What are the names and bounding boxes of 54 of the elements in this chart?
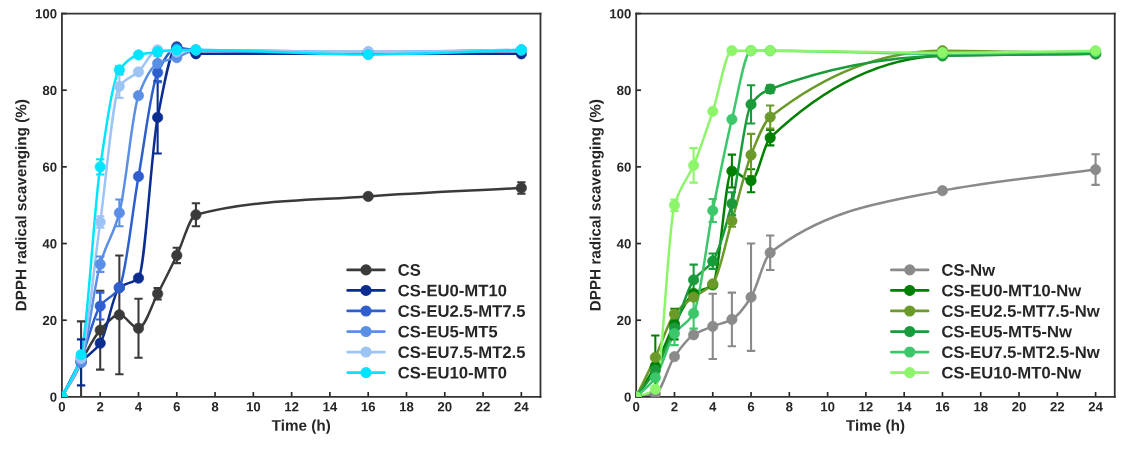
x-tick-label: 8 [786,402,793,412]
x-tick-label: 6 [173,402,180,412]
x-tick-label: 22 [476,402,490,412]
legend-label: CS [398,264,421,276]
y-tick-label: 100 [610,9,631,19]
x-tick-label: 0 [633,402,640,412]
x-tick-label: 22 [1050,402,1065,412]
legend-label: CS-EU2.5-MT7.5-Nw [942,305,1100,317]
legend-label: CS-Nw [942,264,996,276]
legend-label: CS-EU7.5-MT2.5 [398,346,526,359]
x-tick-label: 0 [58,402,66,412]
legend-label: CS-EU10-MT0 [398,366,507,379]
legend-label: CS-EU0-MT10 [398,284,507,297]
y-tick-label: 0 [50,392,57,402]
y-tick-label: 40 [42,239,57,249]
x-axis-title: Time (h) [846,419,905,434]
x-tick-label: 10 [821,402,835,412]
x-tick-label: 2 [97,402,104,412]
x-tick-label: 14 [323,402,338,412]
y-axis-title: DPPH radical scavenging (%) [589,99,604,311]
legend-label: CS-EU2.5-MT7.5 [398,305,526,317]
x-tick-label: 12 [859,402,873,412]
x-tick-label: 24 [1088,402,1103,412]
x-tick-label: 4 [135,402,143,412]
y-tick-label: 60 [42,162,57,172]
y-tick-label: 80 [42,85,57,96]
x-tick-label: 16 [361,402,376,412]
legend-label: CS-EU10-MT0-Nw [942,366,1082,379]
legend-label: CS-EU7.5-MT2.5-Nw [942,346,1100,359]
y-tick-label: 80 [617,85,631,96]
x-axis-title: Time (h) [271,419,331,434]
x-tick-label: 10 [246,402,261,412]
legend-label: CS-EU0-MT10-Nw [942,284,1082,297]
x-tick-label: 24 [514,402,529,412]
x-tick-label: 16 [935,402,950,412]
x-tick-label: 8 [211,402,219,412]
x-tick-label: 4 [709,402,717,412]
x-tick-label: 12 [285,402,299,412]
x-tick-label: 2 [671,402,678,412]
x-tick-label: 18 [974,402,988,412]
y-tick-label: 0 [624,392,631,402]
x-tick-label: 18 [399,402,414,412]
y-tick-label: 40 [616,239,631,249]
x-tick-label: 14 [897,402,912,412]
legend-label: CS-EU5-MT5 [398,325,498,338]
x-tick-label: 20 [1012,402,1026,412]
y-tick-label: 20 [42,315,57,326]
y-tick-label: 20 [617,315,631,326]
y-axis-title: DPPH radical scavenging (%) [15,99,30,311]
x-tick-label: 20 [437,402,452,412]
y-tick-label: 60 [617,162,631,172]
legend-label: CS-EU5-MT5-Nw [942,325,1072,338]
y-tick-label: 100 [35,9,57,19]
x-tick-label: 6 [747,402,755,412]
